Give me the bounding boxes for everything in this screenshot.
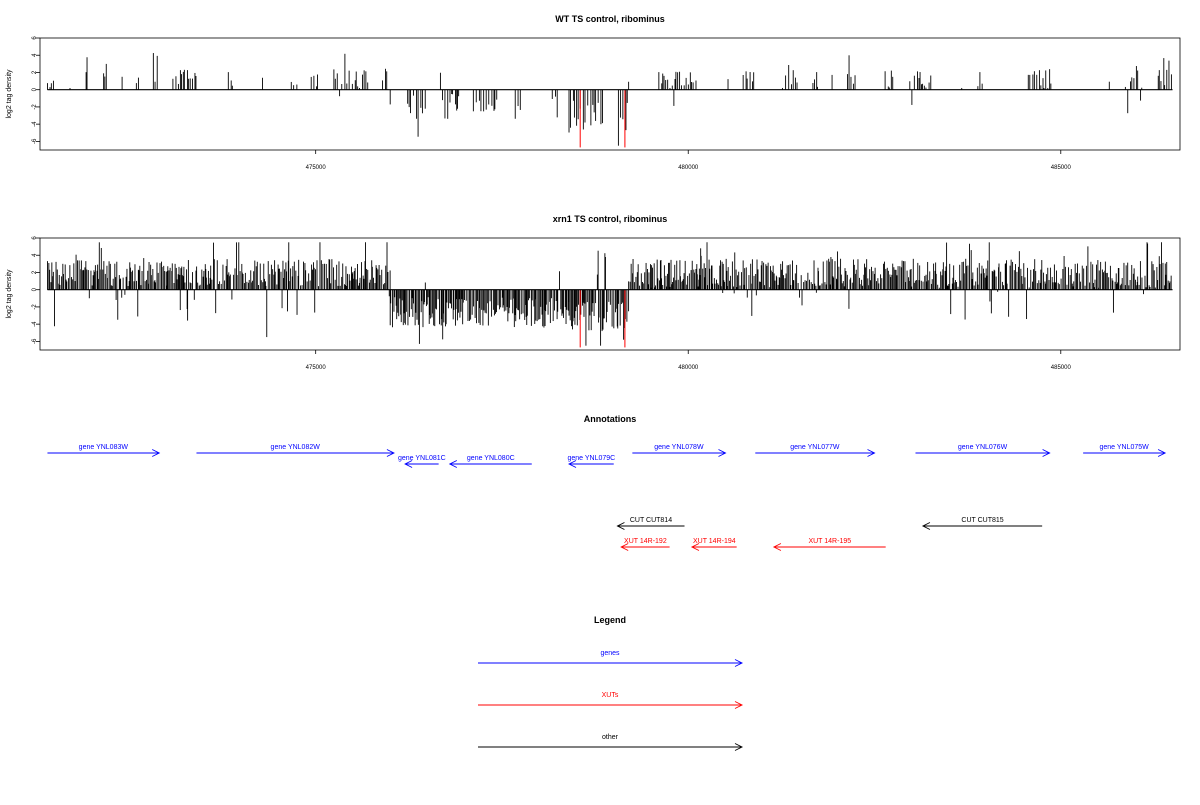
- feature-label: XUT 14R-194: [693, 538, 736, 545]
- y-tick-label: 2: [32, 70, 38, 74]
- x-tick-label: 475000: [306, 365, 327, 371]
- y-tick-label: 4: [32, 253, 38, 257]
- x-tick-label: 475000: [306, 165, 327, 171]
- feature-arrow: [196, 449, 395, 457]
- y-tick-label: -4: [32, 321, 38, 327]
- y-tick-label: 0: [32, 87, 38, 91]
- x-tick-label: 480000: [678, 365, 699, 371]
- y-axis-label: log2 tag density: [6, 69, 13, 119]
- y-tick-label: -4: [32, 121, 38, 127]
- y-tick-label: -6: [32, 138, 38, 144]
- feature-label: gene YNL077W: [790, 444, 840, 451]
- y-tick-label: 4: [32, 53, 38, 57]
- y-tick-label: 6: [32, 236, 38, 240]
- feature-arrow: [915, 449, 1051, 457]
- feature-arrow: [1083, 449, 1167, 457]
- plot-frame: [39, 237, 1181, 351]
- annotations-title: Annotations: [584, 414, 637, 424]
- data-bars: [47, 242, 1172, 346]
- feature-label: gene YNL081C: [398, 455, 446, 462]
- legend-arrow: [478, 701, 744, 709]
- feature-arrow: [921, 522, 1043, 530]
- feature-arrow: [404, 460, 439, 468]
- feature-label: gene YNL080C: [467, 455, 515, 462]
- y-tick-label: -2: [32, 104, 38, 110]
- feature-label: CUT CUT815: [961, 517, 1003, 524]
- feature-label: gene YNL078W: [654, 444, 704, 451]
- feature-arrow: [568, 460, 614, 468]
- plot-frame: [39, 37, 1181, 151]
- x-tick-label: 485000: [1051, 165, 1072, 171]
- feature-arrow: [690, 543, 737, 551]
- annotation-track: [47, 449, 1167, 551]
- legend-label: other: [602, 734, 619, 741]
- y-tick-label: 2: [32, 270, 38, 274]
- feature-label: XUT 14R-192: [624, 538, 667, 545]
- legend-arrow: [478, 743, 744, 751]
- y-tick-label: -6: [32, 338, 38, 344]
- x-tick-label: 480000: [678, 165, 699, 171]
- feature-arrow: [616, 522, 685, 530]
- y-tick-label: -2: [32, 304, 38, 310]
- feature-arrow: [620, 543, 670, 551]
- legend-arrow: [478, 659, 744, 667]
- feature-arrow: [772, 543, 886, 551]
- feature-arrow: [632, 449, 727, 457]
- feature-label: XUT 14R-195: [808, 538, 851, 545]
- y-tick-label: 6: [32, 36, 38, 40]
- feature-label: gene YNL082W: [271, 444, 321, 451]
- panel-title: xrn1 TS control, ribominus: [553, 214, 668, 224]
- feature-label: CUT CUT814: [630, 517, 672, 524]
- y-tick-label: 0: [32, 287, 38, 291]
- feature-arrow: [755, 449, 876, 457]
- feature-label: gene YNL083W: [79, 444, 129, 451]
- panel-title: WT TS control, ribominus: [555, 14, 665, 24]
- panel-2: 6 4 2 0 -2 -4 -6: [32, 236, 1181, 354]
- feature-arrow: [448, 460, 532, 468]
- feature-label: gene YNL079C: [567, 455, 615, 462]
- panel-1: 6 4 2 0 -2 -4 -6: [32, 36, 1181, 154]
- y-axis-label: log2 tag density: [6, 269, 13, 319]
- legend-label: XUTs: [602, 692, 619, 699]
- data-bars: [47, 53, 1172, 146]
- legend-title: Legend: [594, 615, 626, 625]
- feature-label: gene YNL076W: [958, 444, 1008, 451]
- feature-arrow: [47, 449, 161, 457]
- x-tick-label: 485000: [1051, 365, 1072, 371]
- legend-label: genes: [600, 650, 620, 657]
- feature-label: gene YNL075W: [1099, 444, 1149, 451]
